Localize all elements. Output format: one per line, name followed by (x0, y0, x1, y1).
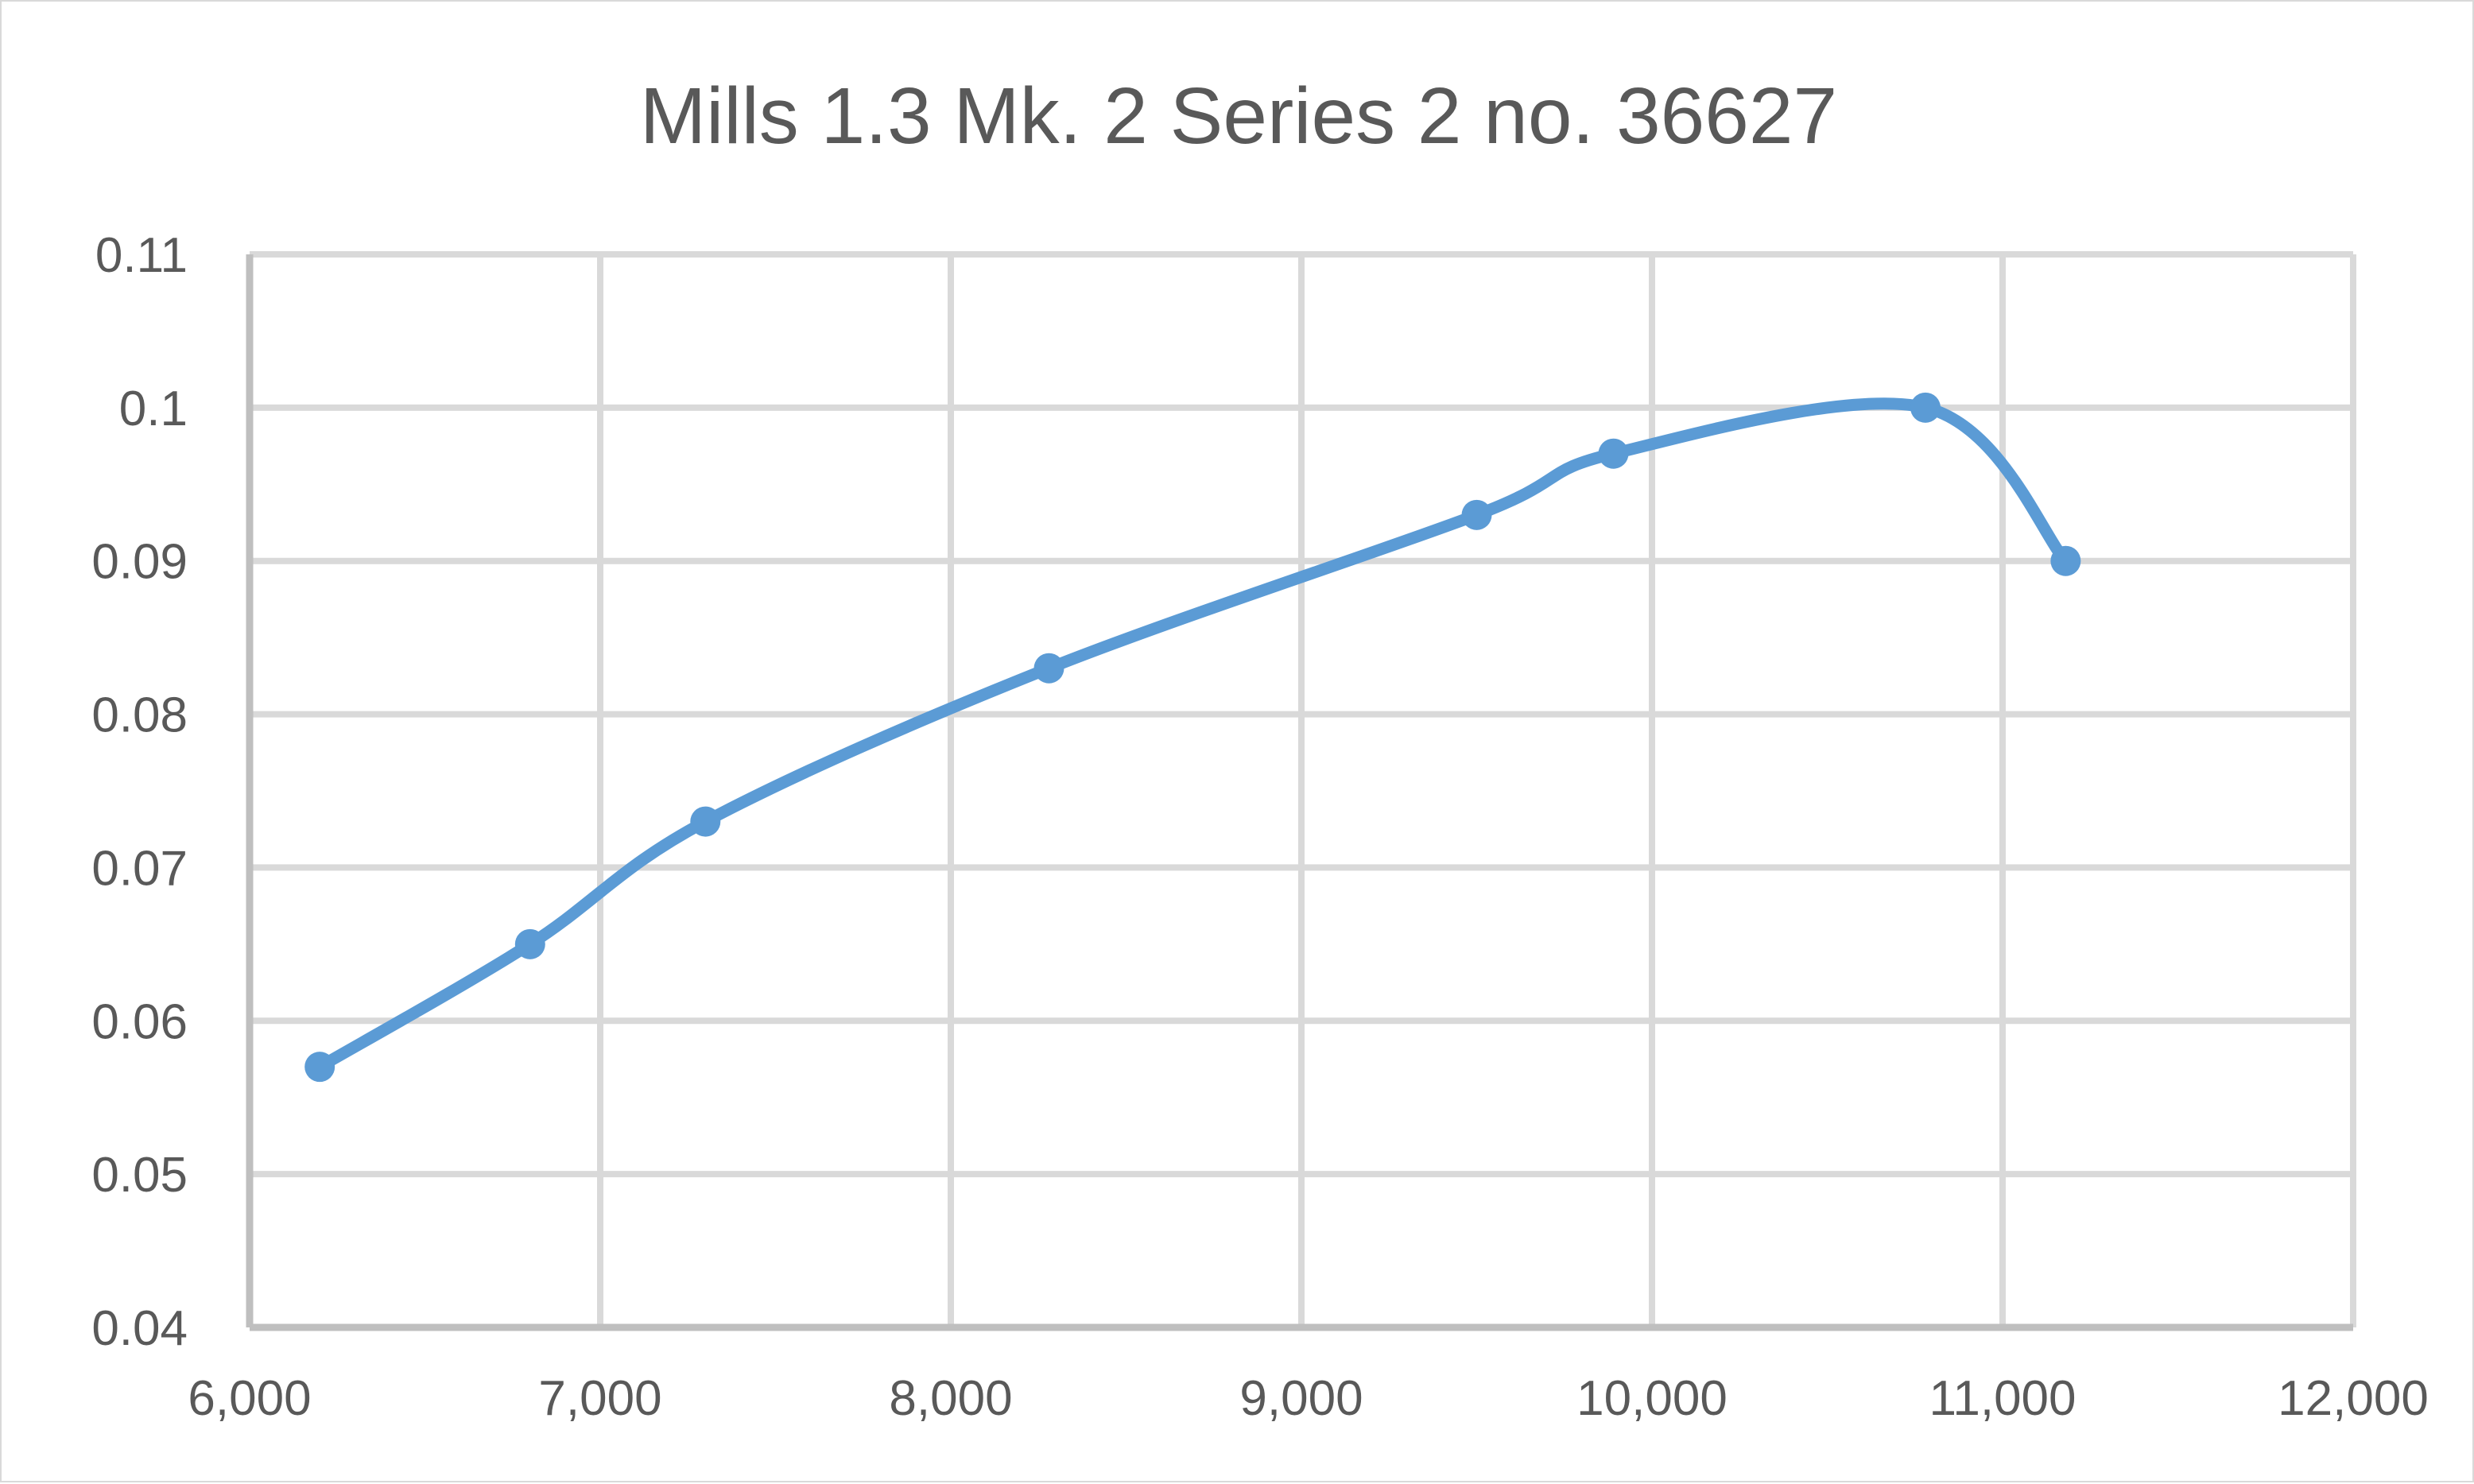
axes (246, 254, 2353, 1331)
y-tick-label: 0.07 (91, 841, 188, 896)
data-point (1598, 438, 1629, 469)
y-tick-label: 0.09 (91, 535, 188, 590)
y-tick-label: 0.06 (91, 994, 188, 1049)
y-tick-label: 0.1 (119, 382, 188, 436)
series-layer (304, 392, 2081, 1083)
data-point (1910, 392, 1941, 423)
data-point (1033, 653, 1064, 684)
y-tick-label: 0.04 (91, 1301, 188, 1356)
chart-title: Mills 1.3 Mk. 2 Series 2 no. 36627 (640, 72, 1837, 161)
x-tick-label: 7,000 (538, 1371, 661, 1426)
data-point (304, 1052, 335, 1083)
data-point (1461, 499, 1492, 530)
data-point (690, 806, 721, 837)
x-tick-label: 6,000 (188, 1371, 311, 1426)
data-point (514, 928, 545, 959)
y-tick-label: 0.08 (91, 688, 188, 743)
x-tick-label: 8,000 (889, 1371, 1012, 1426)
tick-labels: 0.04 0.05 0.06 0.07 0.08 0.09 0.1 0.11 6,000 7,00… (91, 228, 2428, 1426)
x-tick-label: 12,000 (2278, 1371, 2429, 1426)
x-tick-label: 9,000 (1239, 1371, 1363, 1426)
series-line (313, 397, 2072, 1073)
x-tick-label: 10,000 (1576, 1371, 1728, 1426)
gridlines (246, 251, 2356, 1331)
y-tick-label: 0.05 (91, 1148, 188, 1203)
y-tick-label: 0.11 (95, 228, 188, 283)
x-tick-label: 11,000 (1929, 1371, 2076, 1426)
data-point (2050, 545, 2081, 576)
